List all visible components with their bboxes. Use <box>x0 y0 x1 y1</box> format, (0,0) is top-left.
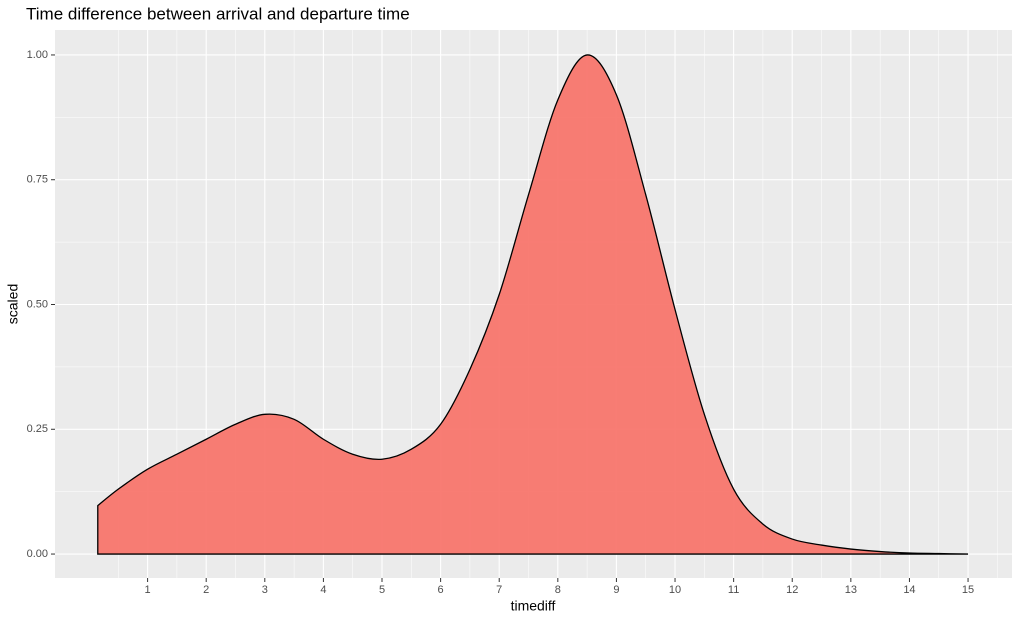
x-tick-label: 9 <box>613 584 619 596</box>
x-tick-label: 2 <box>203 584 209 596</box>
x-tick-label: 7 <box>496 584 502 596</box>
x-tick-label: 15 <box>962 584 974 596</box>
x-axis-label: timediff <box>511 598 556 614</box>
y-tick-label: 0.00 <box>27 548 48 560</box>
x-tick-label: 4 <box>320 584 326 596</box>
y-axis-label: scaled <box>5 284 21 324</box>
chart-title: Time difference between arrival and depa… <box>26 4 410 23</box>
y-tick-label: 0.50 <box>27 298 48 310</box>
x-tick-label: 13 <box>845 584 857 596</box>
x-tick-label: 3 <box>262 584 268 596</box>
y-tick-label: 0.25 <box>27 423 48 435</box>
y-tick-label: 1.00 <box>27 49 48 61</box>
x-tick-label: 5 <box>379 584 385 596</box>
x-tick-label: 6 <box>438 584 444 596</box>
x-tick-label: 12 <box>786 584 798 596</box>
density-area <box>97 54 969 555</box>
x-tick-label: 10 <box>669 584 681 596</box>
x-tick-label: 11 <box>728 584 739 596</box>
x-tick-label: 8 <box>555 584 561 596</box>
y-tick-label: 0.75 <box>27 174 48 186</box>
x-tick-label: 14 <box>903 584 915 596</box>
x-tick-label: 1 <box>145 584 151 596</box>
